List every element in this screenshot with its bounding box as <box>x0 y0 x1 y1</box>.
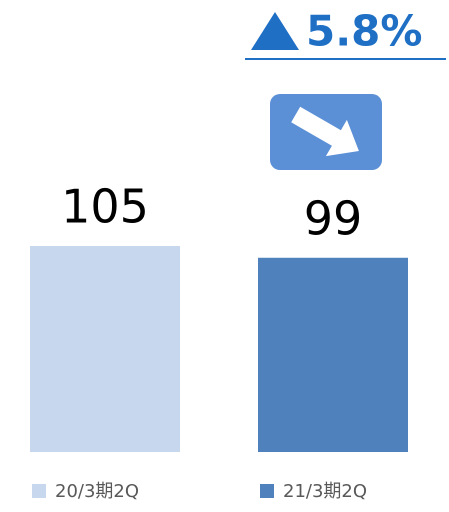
legend-label: 21/3期2Q <box>283 481 367 502</box>
bar <box>258 257 408 452</box>
legend-swatch <box>32 484 46 498</box>
legend-swatch <box>260 484 274 498</box>
annotation-triangle <box>251 12 299 50</box>
legend-label: 20/3期2Q <box>55 481 139 502</box>
data-label: 99 <box>304 191 363 245</box>
annotation: 5.8% <box>306 7 422 56</box>
bar <box>30 246 180 452</box>
data-label: 105 <box>61 180 149 234</box>
trend-arrow <box>291 106 359 157</box>
